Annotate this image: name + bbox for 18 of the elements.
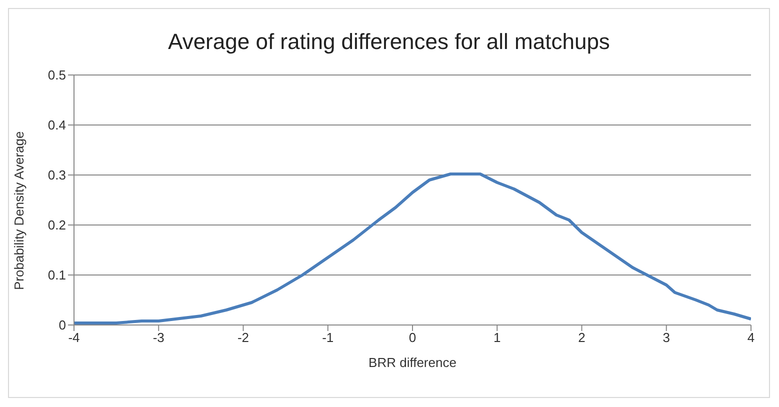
x-tick-label: -3 bbox=[152, 330, 164, 346]
x-tick-label: 0 bbox=[408, 330, 416, 346]
x-tick-label: 3 bbox=[662, 330, 670, 346]
y-tick-label: 0.3 bbox=[48, 168, 66, 183]
x-tick-label: -4 bbox=[68, 330, 80, 346]
y-tick-label: 0.1 bbox=[48, 268, 66, 283]
y-tick-label: 0.2 bbox=[48, 218, 66, 233]
x-tick-label: 2 bbox=[578, 330, 586, 346]
y-tick-label: 0 bbox=[58, 318, 66, 333]
y-tick-label: 0.4 bbox=[48, 118, 66, 133]
x-tick-label: -2 bbox=[237, 330, 250, 346]
y-axis-title: Probability Density Average bbox=[12, 131, 27, 290]
x-axis-title: BRR difference bbox=[368, 355, 456, 370]
x-tick-label: -1 bbox=[322, 330, 334, 346]
x-tick-label: 1 bbox=[494, 330, 501, 346]
x-tick-label: 4 bbox=[747, 330, 755, 346]
chart-title: Average of rating differences for all matchups bbox=[167, 29, 611, 55]
y-tick-label: 0.5 bbox=[48, 68, 66, 83]
